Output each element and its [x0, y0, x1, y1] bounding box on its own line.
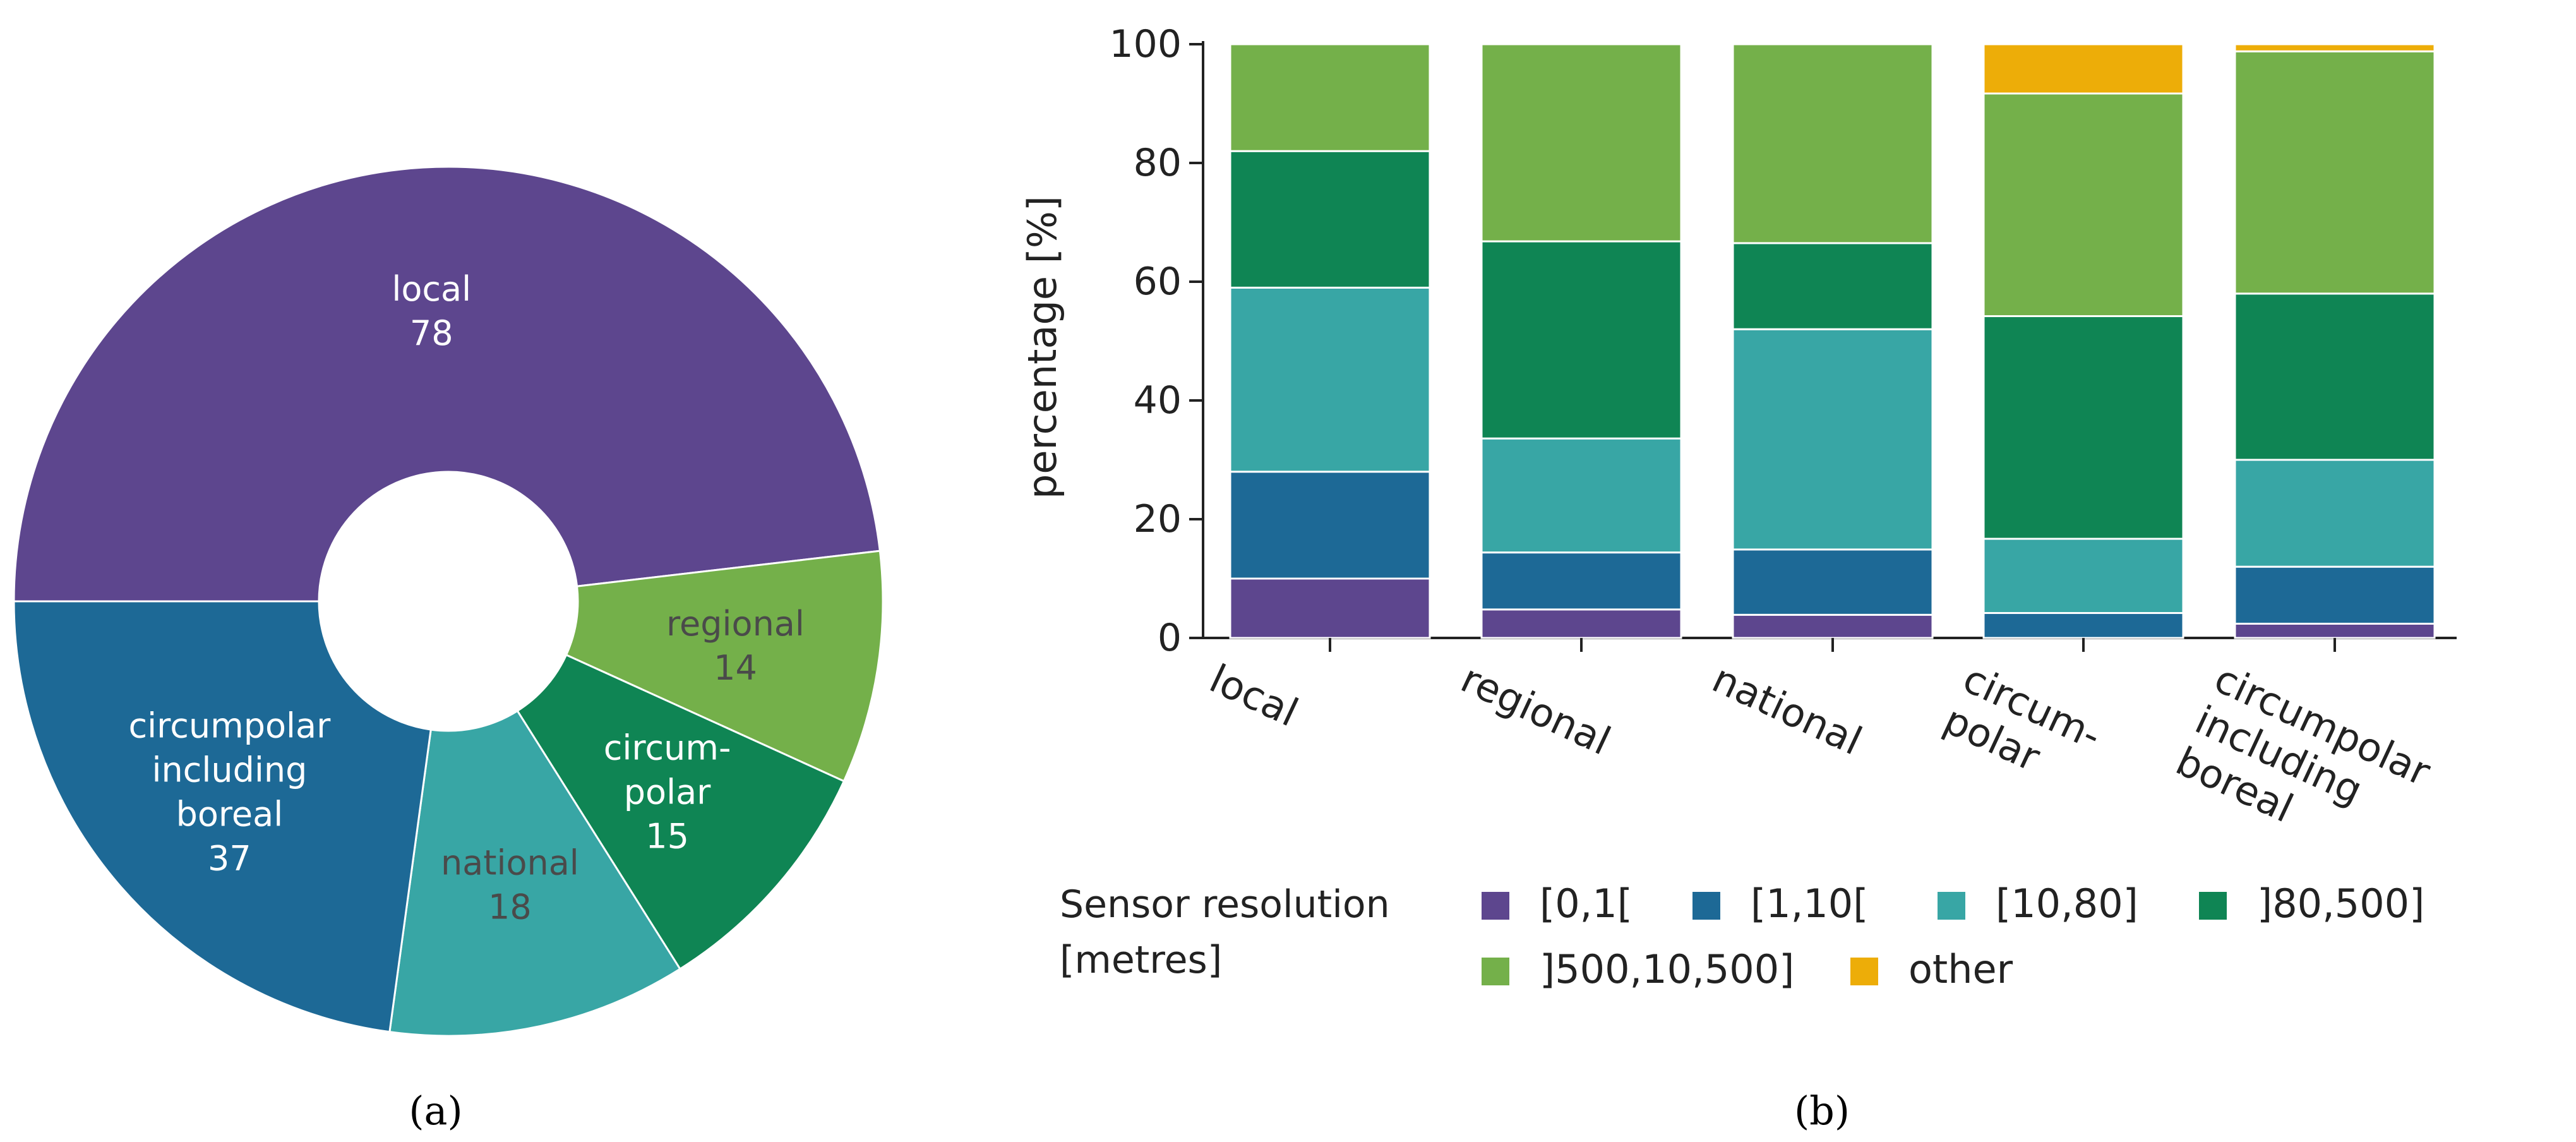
legend-label: [1,10[	[1751, 881, 1868, 927]
bar-segment-res-500-10500	[1480, 43, 1682, 243]
bar-segment-res-10-80	[2234, 459, 2436, 568]
bar-segment-res-80-500	[1480, 240, 1682, 440]
legend-label: [10,80]	[1996, 881, 2138, 927]
y-axis-label: percentage [%]	[1019, 196, 1065, 499]
bar-segment-res-1-10	[1229, 471, 1431, 580]
legend-swatch-res-0-1	[1482, 892, 1509, 920]
x-tick-label: circumpolarincludingboreal	[2169, 655, 2438, 877]
bar-segment-res-other	[1982, 43, 2184, 95]
donut-chart: local 78 regional 14 circum-polar 15 national 1…	[13, 165, 884, 1037]
bar-segment-res-80-500	[1732, 242, 1934, 330]
donut-slice-circumpolar-including-boreal	[13, 600, 432, 1033]
y-tick-label: 40	[1134, 378, 1182, 423]
y-tick-label: 80	[1134, 141, 1182, 185]
y-tick-label: 20	[1134, 497, 1182, 541]
bar-segment-res-80-500	[2234, 292, 2436, 461]
legend-label: ]80,500]	[2257, 881, 2424, 927]
donut-slice-regional	[565, 550, 884, 783]
bar-segment-res-80-500	[1982, 315, 2184, 540]
legend-swatch-res-10-80	[1938, 892, 1965, 920]
donut-label-national: national 18	[441, 843, 579, 927]
bar-segment-res-1-10	[2234, 565, 2436, 625]
legend-swatch-res-80-500	[2199, 892, 2227, 920]
legend-label: [0,1[	[1540, 881, 1632, 927]
donut-label-regional: regional 14	[666, 604, 805, 688]
donut-slice-local	[13, 165, 882, 603]
y-tick-label: 60	[1134, 260, 1182, 304]
bar-segment-res-80-500	[1229, 150, 1431, 289]
x-tick-label: circum-polar	[1937, 655, 2108, 800]
bar-segment-res-500-10500	[2234, 50, 2436, 295]
bar-segment-res-0-1	[1480, 608, 1682, 639]
bar-segment-res-0-1	[1229, 577, 1431, 639]
y-tick-label: 0	[1158, 616, 1182, 660]
bar-segment-res-10-80	[1982, 538, 2184, 615]
donut-slice-circumpolar	[516, 653, 846, 971]
bar-segment-res-1-10	[1982, 612, 2184, 639]
legend-label: ]500,10,500]	[1540, 946, 1794, 992]
bar-segment-res-0-1	[1732, 613, 1934, 639]
bar-segment-res-1-10	[1732, 548, 1934, 616]
bar-segment-res-other	[2234, 43, 2436, 52]
stacked-bar-chart: 0 20 40 60 80 100 percentage [%] local regional n…	[1019, 22, 2457, 992]
legend-swatch-res-other	[1850, 958, 1878, 985]
bar-segment-res-1-10	[1480, 551, 1682, 611]
bar-segment-res-0-1	[2234, 622, 2436, 639]
legend-title: Sensor resolution [metres]	[1060, 882, 1390, 982]
x-tick-label: local	[1203, 655, 1305, 735]
bar-segment-res-500-10500	[1229, 43, 1431, 152]
panel-b-label: (b)	[1794, 1088, 1850, 1134]
legend-label: other	[1908, 946, 2013, 992]
bar-segment-res-500-10500	[1732, 43, 1934, 244]
bar-segment-res-10-80	[1480, 437, 1682, 554]
donut-label-circumpolar-including-boreal: circumpolar including boreal 37	[128, 706, 331, 878]
donut-slice-national	[388, 709, 681, 1037]
legend-swatch-res-1-10	[1692, 892, 1720, 920]
panel-a-label: (a)	[409, 1088, 462, 1134]
donut-label-circumpolar: circum-polar 15	[604, 728, 731, 856]
bar-segment-res-10-80	[1229, 286, 1431, 473]
legend-swatch-res-500-10500	[1482, 958, 1509, 985]
x-tick-label: national	[1706, 655, 1869, 764]
y-tick-label: 100	[1109, 22, 1182, 66]
donut-label-local: local 78	[392, 269, 471, 353]
bar-segment-res-10-80	[1732, 328, 1934, 551]
bar-segment-res-500-10500	[1982, 92, 2184, 318]
x-tick-label: regional	[1454, 655, 1618, 764]
